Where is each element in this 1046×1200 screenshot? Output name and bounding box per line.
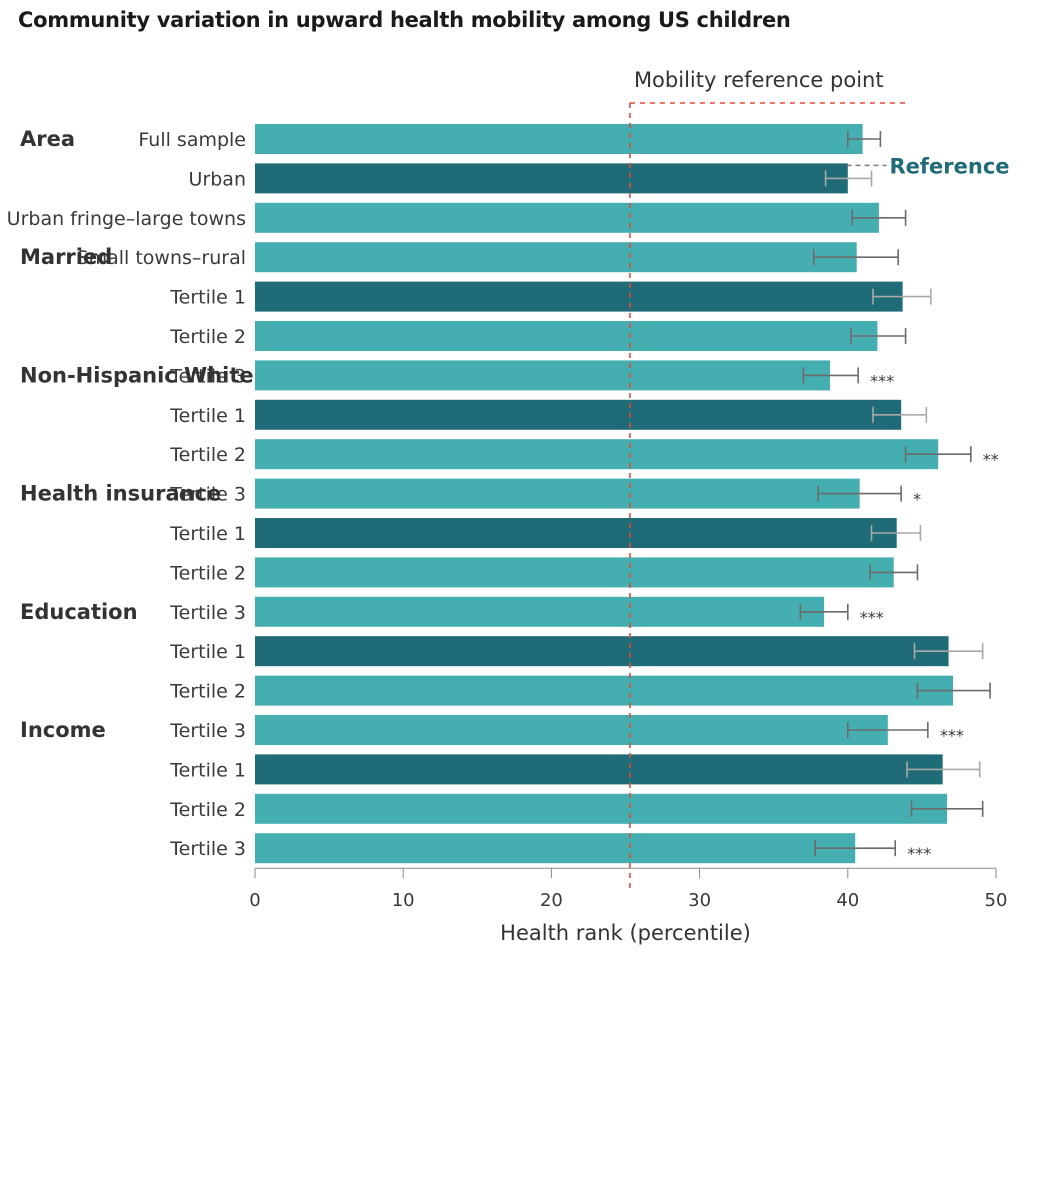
x-tick-label: 40 xyxy=(836,890,859,911)
row-label: Urban xyxy=(189,168,246,190)
x-tick-label: 50 xyxy=(985,890,1008,911)
significance-mark: *** xyxy=(940,726,964,745)
error-bar xyxy=(910,800,984,817)
significance-mark: ** xyxy=(983,450,999,469)
group-label: Education xyxy=(20,600,138,624)
error-bar xyxy=(846,131,882,147)
row-label: Small towns–rural xyxy=(77,247,246,269)
x-tick-label: 30 xyxy=(688,890,711,911)
row-label: Tertile 1 xyxy=(169,641,246,663)
bars-layer: ***************Reference xyxy=(255,124,1010,864)
error-bar xyxy=(824,170,873,187)
bar xyxy=(255,754,943,785)
error-bar xyxy=(906,761,981,778)
error-bar xyxy=(799,603,849,620)
bar xyxy=(255,715,888,745)
chart-title: Community variation in upward health mob… xyxy=(18,8,791,32)
x-tick-label: 0 xyxy=(249,890,260,911)
bar xyxy=(255,202,879,233)
error-bar xyxy=(870,525,922,541)
row-labels-layer: Full sample Area Urban Urban fringe–large t… xyxy=(7,127,254,860)
row-label: Urban fringe–large towns xyxy=(7,208,246,230)
row-label: Tertile 2 xyxy=(169,681,246,703)
row-label: Tertile 3 xyxy=(169,365,246,387)
row-label: Tertile 3 xyxy=(169,720,246,742)
error-bar xyxy=(849,328,907,344)
error-bar xyxy=(913,643,984,660)
bar xyxy=(255,557,894,588)
reference-line-label: Mobility reference point xyxy=(634,68,884,92)
row-label: Tertile 3 xyxy=(169,602,246,624)
bar xyxy=(255,675,954,706)
reference-label: Reference xyxy=(890,154,1010,178)
bar xyxy=(255,124,863,154)
bar xyxy=(255,833,856,864)
error-bar xyxy=(846,722,929,738)
group-label: Health insurance xyxy=(20,482,221,506)
bar xyxy=(255,478,860,509)
bar xyxy=(255,360,831,391)
row-label: Tertile 2 xyxy=(169,562,246,584)
bar xyxy=(255,636,949,667)
row-label: Tertile 1 xyxy=(169,523,246,545)
row-label: Tertile 2 xyxy=(169,326,246,348)
significance-mark: *** xyxy=(860,608,884,627)
significance-mark: * xyxy=(913,490,921,509)
error-bar xyxy=(869,564,919,581)
bar xyxy=(255,439,939,470)
row-label: Tertile 1 xyxy=(169,287,246,309)
reference-line-layer: Mobility reference point xyxy=(629,68,905,889)
error-bar xyxy=(817,485,902,502)
error-bar xyxy=(872,288,932,305)
significance-mark: *** xyxy=(870,371,894,390)
bar xyxy=(255,242,857,273)
error-bar xyxy=(802,367,859,384)
row-label: Tertile 2 xyxy=(169,444,246,466)
error-bar xyxy=(814,840,897,857)
row-label: Full sample xyxy=(138,129,246,151)
row-label: Tertile 1 xyxy=(169,405,246,427)
error-bar xyxy=(916,682,991,699)
error-bar xyxy=(904,446,972,463)
bar xyxy=(255,518,897,548)
error-bar xyxy=(812,249,899,266)
bar xyxy=(255,163,848,194)
row-label: Tertile 3 xyxy=(169,838,246,860)
error-bar xyxy=(872,406,928,423)
bar xyxy=(255,321,878,351)
x-axis-title: Health rank (percentile) xyxy=(500,921,751,945)
group-label: Married xyxy=(20,245,112,269)
x-tick-label: 10 xyxy=(392,890,415,911)
row-label: Tertile 1 xyxy=(169,759,246,781)
bar xyxy=(255,793,948,824)
significance-mark: *** xyxy=(907,844,931,863)
x-tick-label: 20 xyxy=(540,890,563,911)
error-bar xyxy=(851,209,907,226)
bar xyxy=(255,596,825,627)
x-axis: Health rank (percentile) 0 10 20 30 40 50 xyxy=(249,867,1008,945)
group-label: Income xyxy=(20,718,106,742)
row-label: Tertile 2 xyxy=(169,799,246,821)
group-label: Non-Hispanic White xyxy=(20,363,254,387)
group-label: Area xyxy=(20,127,75,151)
bar xyxy=(255,281,903,312)
row-label: Tertile 3 xyxy=(169,484,246,506)
bar xyxy=(255,399,902,430)
